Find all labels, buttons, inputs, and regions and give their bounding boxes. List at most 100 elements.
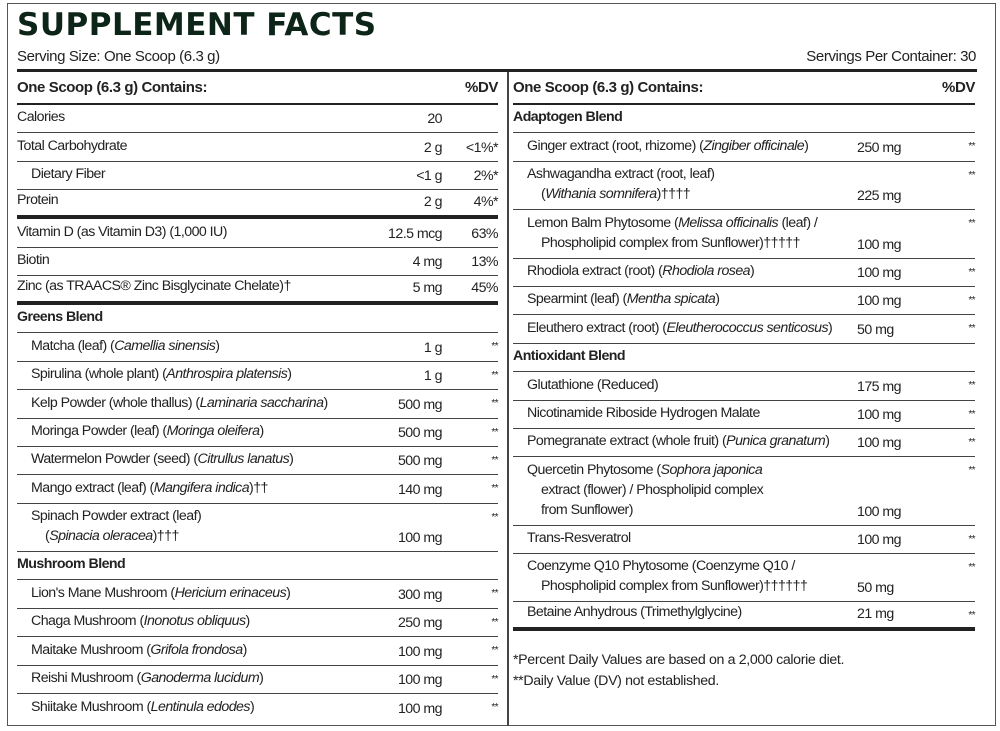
percent-daily-value: 45% [471, 279, 498, 296]
ingredient-name: Mushroom Blend [17, 554, 498, 574]
name-text: Lemon Balm Phytosome ( [527, 214, 679, 231]
ingredient-row: Zinc (as TRAACS® Zinc Bisglycinate Chela… [17, 276, 499, 305]
amount-per-serving: 4 mg [412, 253, 443, 270]
name-line: Pomegranate extract (whole fruit) (Punic… [527, 431, 853, 451]
percent-daily-value: ** [968, 380, 975, 392]
ingredient-name: Greens Blend [17, 307, 498, 327]
amount-per-serving: 100 mg [857, 406, 902, 423]
name-line: Biotin [17, 250, 362, 270]
ingredient-name: Calories [17, 107, 362, 127]
ingredient-row: Dietary Fiber <1 g 2%* [17, 162, 499, 191]
percent-daily-value: ** [491, 483, 498, 495]
name-text: Greens Blend [17, 309, 103, 326]
percent-daily-value: ** [968, 169, 975, 181]
ingredient-name: Watermelon Powder (seed) (Citrullus lana… [17, 449, 362, 469]
name-text: ) [750, 262, 755, 279]
name-text: Ginger extract (root, rhizome) ( [527, 137, 704, 154]
ingredient-name: Mango extract (leaf) (Mangifera indica)†… [17, 478, 362, 498]
ingredient-name: Lion's Mane Mushroom (Hericium erinaceus… [17, 583, 362, 603]
name-text: Adaptogen Blend [513, 109, 623, 126]
name-line: (Spinacia oleracea)††† [31, 526, 362, 546]
name-text: ) [259, 422, 265, 439]
percent-daily-value: ** [968, 610, 975, 622]
ingredient-name: Quercetin Phytosome (Sophora japonica ext… [513, 460, 853, 520]
ingredient-name: Coenzyme Q10 Phytosome (Coenzyme Q10 / Ph… [513, 556, 853, 596]
ingredient-name: Maitake Mushroom (Grifola frondosa) [17, 640, 362, 660]
footnote-dv-basis: *Percent Daily Values are based on a 2,0… [513, 652, 845, 668]
name-text: Ashwagandha extract (root, leaf) [527, 166, 715, 183]
top-rule-divider [17, 69, 977, 72]
name-line: Vitamin D (as Vitamin D3) (1,000 IU) [17, 222, 362, 242]
ingredient-name: Moringa Powder (leaf) (Moringa oleifera) [17, 421, 362, 441]
percent-daily-value: ** [968, 266, 975, 278]
amount-per-serving: 500 mg [397, 396, 443, 413]
latin-name: Lentinula edodes [150, 699, 251, 716]
name-line: Trans-Resveratrol [527, 528, 853, 548]
ingredient-row: Calories 20 [17, 105, 498, 134]
name-line: Rhodiola extract (root) (Rhodiola rosea) [527, 261, 853, 281]
ingredient-row: Pomegranate extract (whole fruit) (Punic… [513, 429, 976, 458]
ingredient-row: Moringa Powder (leaf) (Moringa oleifera)… [17, 419, 499, 447]
ingredient-row: Lion's Mane Mushroom (Hericium erinaceus… [17, 580, 499, 609]
ingredient-row: Spinach Powder extract (leaf) (Spinacia o… [17, 504, 499, 553]
name-text: from Sunflower) [541, 501, 633, 518]
ingredient-row: Nicotinamide Riboside Hydrogen Malate 100… [513, 401, 976, 429]
name-text: Eleuthero extract (root) ( [527, 319, 667, 336]
ingredient-name: Dietary Fiber [17, 164, 362, 184]
ingredient-row: Mango extract (leaf) (Mangifera indica)†… [17, 475, 499, 504]
percent-daily-value: ** [491, 341, 498, 353]
name-text: ) [215, 337, 220, 354]
amount-per-serving: 100 mg [397, 672, 443, 689]
ingredient-row: Quercetin Phytosome (Sophora japonica ext… [513, 457, 976, 526]
latin-name: Moringa oleifera [166, 422, 260, 439]
name-text: Coenzyme Q10 Phytosome (Coenzyme Q10 / [527, 558, 795, 575]
name-text: ) [242, 641, 248, 658]
percent-daily-value: ** [491, 426, 498, 438]
name-text: Phospholipid complex from Sunflower)††††… [541, 578, 808, 595]
latin-name: Ganoderma lucidum [140, 670, 260, 687]
name-text: Protein [17, 192, 59, 209]
amount-per-serving: 250 mg [857, 139, 902, 156]
amount-per-serving: 2 g [423, 139, 443, 156]
name-line: Mango extract (leaf) (Mangifera indica)†… [31, 478, 362, 498]
name-line: Dietary Fiber [31, 164, 362, 184]
name-line: Shiitake Mushroom (Lentinula edodes) [31, 697, 362, 717]
name-line: Spinach Powder extract (leaf) [31, 506, 362, 526]
amount-per-serving: 500 mg [397, 424, 443, 441]
ingredient-row: Shiitake Mushroom (Lentinula edodes) 100 … [17, 694, 499, 722]
amount-per-serving: 500 mg [397, 453, 443, 470]
ingredient-row: Chaga Mushroom (Inonotus obliquus) 250 mg… [17, 609, 499, 638]
ingredient-row: Matcha (leaf) (Camellia sinensis) 1 g ** [17, 333, 499, 362]
name-text: )†† [249, 479, 268, 496]
latin-name: Punica granatum [726, 433, 826, 450]
amount-per-serving: 225 mg [857, 188, 902, 205]
name-line: Betaine Anhydrous (Trimethylglycine) [527, 602, 853, 622]
name-text: Zinc (as TRAACS® Zinc Bisglycinate Chela… [17, 277, 291, 294]
name-text: Spearmint (leaf) ( [527, 291, 627, 308]
name-text: )†††† [656, 186, 691, 203]
name-text: ) [825, 433, 830, 450]
latin-name: Mangifera indica [153, 479, 250, 496]
ingredient-row: Reishi Mushroom (Ganoderma lucidum) 100 m… [17, 666, 499, 695]
name-text: Pomegranate extract (whole fruit) ( [527, 433, 727, 450]
latin-name: Eleutherococcus senticosus [666, 319, 829, 336]
name-text: Vitamin D (as Vitamin D3) (1,000 IU) [17, 223, 227, 240]
name-line: Matcha (leaf) (Camellia sinensis) [31, 336, 362, 356]
section-heading: Adaptogen Blend [513, 105, 975, 134]
name-line: Nicotinamide Riboside Hydrogen Malate [527, 403, 853, 423]
name-line: (Withania somnifera)†††† [527, 184, 853, 204]
servings-per-container: Servings Per Container: 30 [806, 48, 976, 65]
name-text: Spinach Powder extract (leaf) [31, 508, 202, 525]
percent-daily-value: ** [968, 562, 975, 574]
amount-per-serving: 20 [427, 111, 442, 128]
name-line: Reishi Mushroom (Ganoderma lucidum) [31, 668, 362, 688]
name-line: Lemon Balm Phytosome (Melissa officinali… [527, 213, 853, 233]
name-text: Moringa Powder (leaf) ( [31, 422, 167, 439]
amount-per-serving: 100 mg [857, 236, 902, 253]
amount-per-serving: 100 mg [857, 532, 902, 549]
name-line: Glutathione (Reduced) [527, 375, 853, 395]
name-line: Protein [17, 190, 362, 210]
amount-per-serving: 50 mg [857, 580, 894, 597]
ingredient-row: Glutathione (Reduced) 175 mg ** [513, 372, 976, 401]
amount-per-serving: 1 g [423, 368, 443, 385]
